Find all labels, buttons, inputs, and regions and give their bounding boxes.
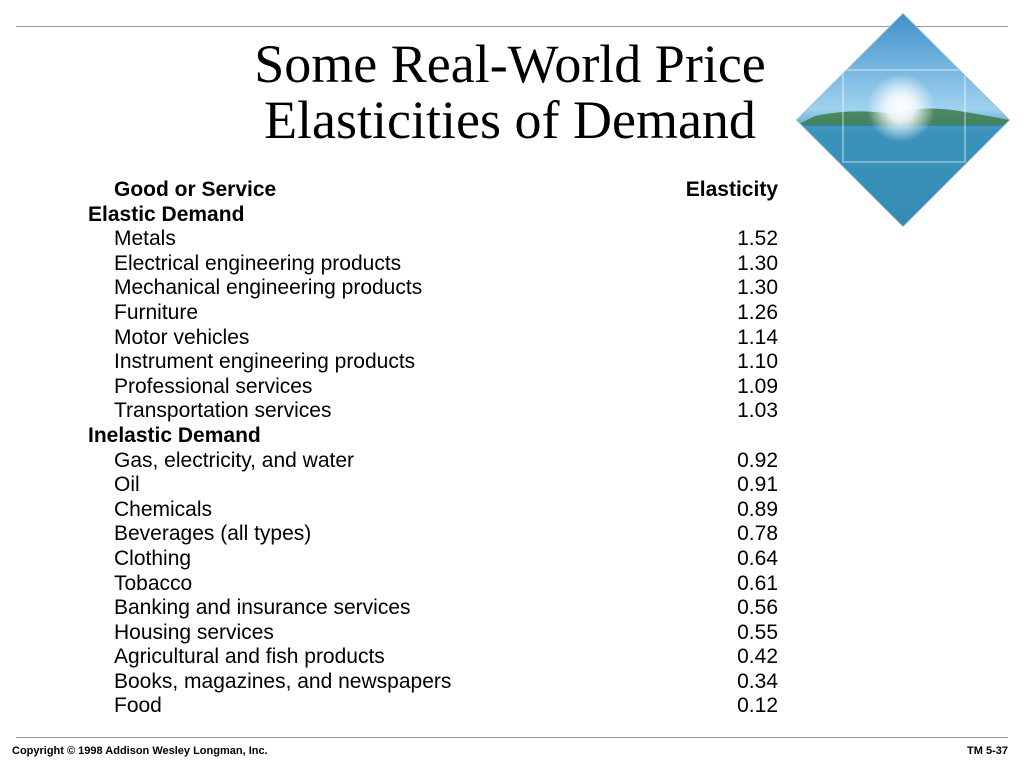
table-row: Gas, electricity, and water 0.92	[114, 448, 778, 472]
table-row: Professional services 1.09	[114, 374, 778, 398]
table-row: Electrical engineering products 1.30	[114, 251, 778, 275]
table-row: Clothing 0.64	[114, 546, 778, 570]
tropical-diamond-image	[795, 12, 1011, 228]
table-row: Furniture 1.26	[114, 300, 778, 324]
slide-title: Some Real-World Price Elasticities of De…	[150, 36, 870, 148]
table-row: Agricultural and fish products 0.42	[114, 645, 778, 669]
table-row: Tobacco 0.61	[114, 571, 778, 595]
table-row: Books, magazines, and newspapers 0.34	[114, 669, 778, 693]
table-row: Food 0.12	[114, 694, 778, 718]
title-line-2: Elasticities of Demand	[264, 90, 756, 150]
elastic-group-heading: Elastic Demand	[88, 202, 245, 226]
header-good-label: Good or Service	[114, 178, 277, 201]
table-row: Beverages (all types) 0.78	[114, 522, 778, 546]
elasticity-table: Good or Service Elasticity Elastic Deman…	[86, 178, 786, 719]
top-rule	[16, 26, 1008, 27]
footer-copyright: Copyright © 1998 Addison Wesley Longman,…	[12, 745, 268, 757]
table-row: Housing services 0.55	[114, 620, 778, 644]
table-row: Mechanical engineering products 1.30	[114, 276, 778, 300]
table-row: Transportation services 1.03	[114, 399, 778, 423]
table-row: Motor vehicles 1.14	[114, 325, 778, 349]
table-row: Oil 0.91	[114, 473, 778, 497]
title-line-1: Some Real-World Price	[254, 34, 766, 94]
table-row: Banking and insurance services 0.56	[114, 596, 778, 620]
inelastic-group-heading: Inelastic Demand	[88, 423, 261, 447]
footer-slide-code: TM 5-37	[967, 745, 1008, 757]
table-row: Instrument engineering products 1.10	[114, 350, 778, 374]
table-header: Good or Service Elasticity	[86, 178, 786, 203]
table-row: Metals 1.52	[114, 227, 778, 251]
bottom-rule	[16, 737, 1008, 738]
table-row: Chemicals 0.89	[114, 497, 778, 521]
header-elasticity-label: Elasticity	[685, 178, 778, 201]
